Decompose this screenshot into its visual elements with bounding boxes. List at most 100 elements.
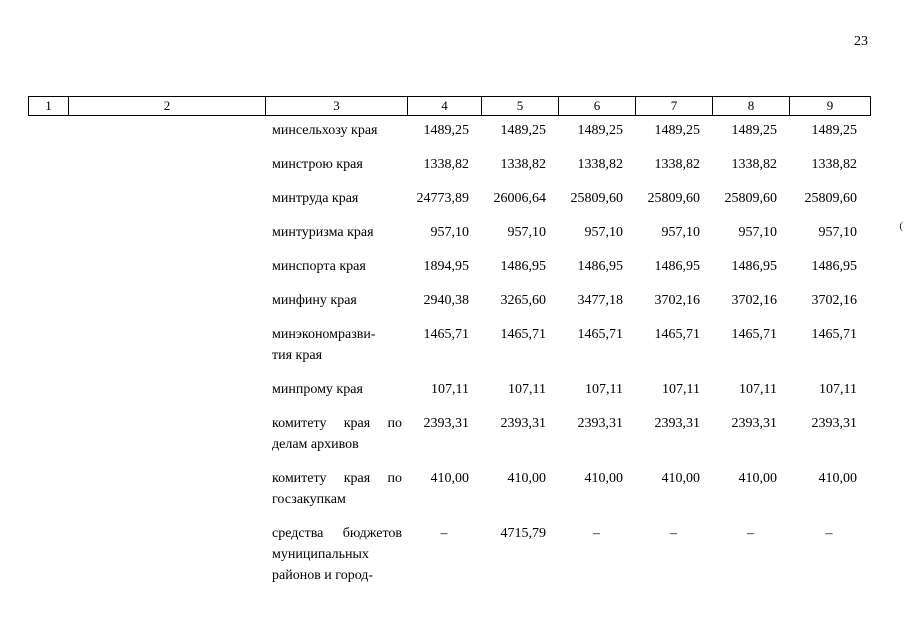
table-row: минтруда края 24773,89 26006,64 25809,60 258… (28, 188, 871, 209)
row-value: 957,10 (584, 225, 624, 240)
table-row: минэкономразви-тия края 1465,71 1465,71 146… (28, 324, 871, 366)
row-value: – (825, 526, 833, 541)
row-value: 1489,25 (500, 123, 547, 138)
row-value: 1465,71 (654, 327, 701, 342)
row-value: 410,00 (738, 471, 778, 486)
header-cell-5: 5 (482, 97, 559, 115)
row-value: 2393,31 (731, 416, 778, 431)
row-value: 1894,95 (423, 259, 470, 274)
row-value: 1486,95 (731, 259, 778, 274)
row-label: минфину края (272, 293, 357, 308)
row-value: 1489,25 (811, 123, 858, 138)
row-value: 1338,82 (731, 157, 778, 172)
page-number: 23 (854, 34, 868, 49)
row-value: 1489,25 (731, 123, 778, 138)
table-row: комитету края по делам архивов 2393,31 2393… (28, 413, 871, 455)
row-value: – (670, 526, 677, 541)
row-value: – (747, 526, 754, 541)
row-value: 957,10 (430, 225, 470, 240)
row-label: минтруда края (272, 191, 359, 206)
row-value: 957,10 (818, 225, 858, 240)
row-value: 957,10 (507, 225, 547, 240)
row-value: 4715,79 (500, 526, 547, 541)
table-row: комитету края по госзакупкам 410,00 410,00 4… (28, 468, 871, 510)
row-value: 1338,82 (500, 157, 547, 172)
row-value: 1338,82 (811, 157, 858, 172)
table-row: минпрому края 107,11 107,11 107,11 107,11 107… (28, 379, 871, 400)
row-value: – (440, 526, 448, 541)
row-value: 3265,60 (500, 293, 547, 308)
row-value: 2393,31 (500, 416, 547, 431)
row-value: 410,00 (430, 471, 470, 486)
row-value: 107,11 (431, 382, 469, 397)
row-label: минспорта края (272, 259, 366, 274)
row-value: 2940,38 (423, 293, 470, 308)
ink-mark: ( (899, 220, 903, 232)
header-cell-2: 2 (69, 97, 266, 115)
row-value: 107,11 (739, 382, 777, 397)
row-value: 107,11 (819, 382, 857, 397)
row-label: минсельхозу края (272, 123, 378, 138)
row-value: 1338,82 (654, 157, 701, 172)
row-value: 107,11 (662, 382, 700, 397)
table-row: минтуризма края 957,10 957,10 957,10 957,10 9… (28, 222, 871, 243)
row-value: 1465,71 (423, 327, 470, 342)
table-row: средства бюджетов муниципальных районов и … (28, 523, 871, 586)
row-value: 3702,16 (731, 293, 778, 308)
row-value: 957,10 (661, 225, 701, 240)
row-value: – (593, 526, 600, 541)
table-row: минсельхозу края 1489,25 1489,25 1489,25 148… (28, 120, 871, 141)
row-value: 1486,95 (811, 259, 858, 274)
row-value: 410,00 (818, 471, 858, 486)
row-value: 3702,16 (811, 293, 858, 308)
row-value: 26006,64 (493, 191, 547, 206)
row-value: 1486,95 (500, 259, 547, 274)
header-cell-3: 3 (266, 97, 408, 115)
header-cell-9: 9 (826, 98, 834, 113)
row-label: комитету края по делам архивов (272, 416, 402, 452)
header-cell-6: 6 (559, 97, 636, 115)
row-value: 25809,60 (570, 191, 624, 206)
row-value: 410,00 (584, 471, 624, 486)
row-value: 1465,71 (811, 327, 858, 342)
row-value: 1489,25 (654, 123, 701, 138)
header-cell-8: 8 (713, 97, 790, 115)
row-value: 2393,31 (811, 416, 858, 431)
row-value: 24773,89 (416, 191, 470, 206)
row-value: 25809,60 (647, 191, 701, 206)
row-value: 1465,71 (731, 327, 778, 342)
row-value: 2393,31 (423, 416, 470, 431)
row-value: 107,11 (508, 382, 546, 397)
row-value: 1489,25 (577, 123, 624, 138)
header-cell-4: 4 (408, 97, 482, 115)
row-value: 3702,16 (654, 293, 701, 308)
row-value: 1338,82 (423, 157, 470, 172)
table-row: минспорта края 1894,95 1486,95 1486,95 1486,… (28, 256, 871, 277)
row-label: минстрою края (272, 157, 363, 172)
row-value: 1465,71 (577, 327, 624, 342)
row-value: 410,00 (507, 471, 547, 486)
row-value: 1465,71 (500, 327, 547, 342)
table-row: минфину края 2940,38 3265,60 3477,18 3702,16… (28, 290, 871, 311)
row-value: 1486,95 (577, 259, 624, 274)
row-value: 1486,95 (654, 259, 701, 274)
table-row: минстрою края 1338,82 1338,82 1338,82 1338,8… (28, 154, 871, 175)
row-label: минтуризма края (272, 225, 374, 240)
row-label: комитету края по госзакупкам (272, 471, 402, 507)
row-label: минэкономразви-тия края (272, 327, 376, 363)
row-label: средства бюджетов муниципальных районов и … (272, 526, 402, 583)
row-value: 2393,31 (654, 416, 701, 431)
row-value: 410,00 (661, 471, 701, 486)
row-value: 1489,25 (423, 123, 470, 138)
table-body: минсельхозу края 1489,25 1489,25 1489,25 148… (28, 116, 871, 586)
row-value: 25809,60 (804, 191, 858, 206)
row-value: 25809,60 (724, 191, 778, 206)
row-value: 107,11 (585, 382, 623, 397)
row-label: минпрому края (272, 382, 363, 397)
row-value: 2393,31 (577, 416, 624, 431)
row-value: 1338,82 (577, 157, 624, 172)
row-value: 3477,18 (577, 293, 624, 308)
